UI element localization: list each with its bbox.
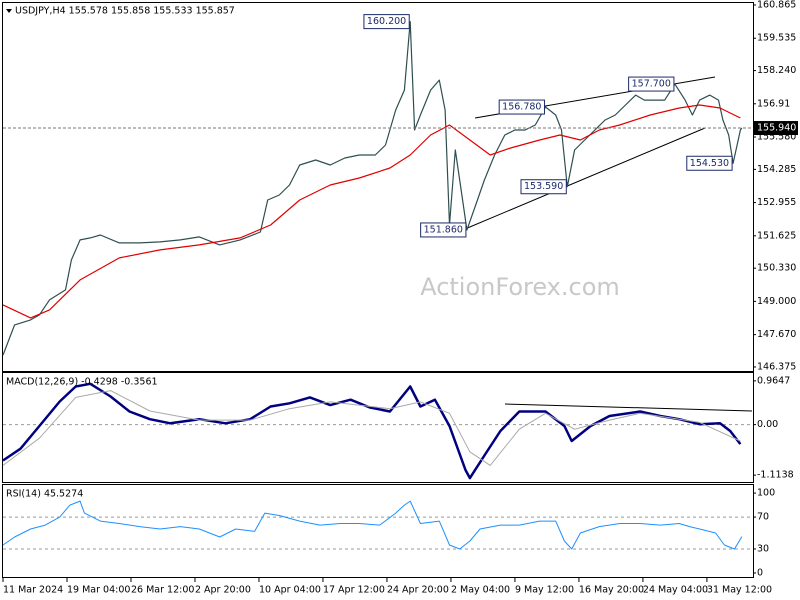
x-tick-label: 26 Mar 12:00 [131,585,194,596]
series-line [2,21,743,356]
watermark: ActionForex.com [420,273,620,301]
y-tick-label: 0.00 [757,419,778,430]
x-tick-label: 9 May 12:00 [515,585,574,596]
y-tick-label: 159.535 [757,33,796,44]
price-frame [2,2,754,372]
x-tick-label: 31 May 12:00 [707,585,772,596]
panel-title: RSI(14) 45.5274 [6,489,83,500]
y-tick-label: 70 [757,512,769,523]
annotation-label: 151.860 [424,224,463,235]
y-tick-label: 158.240 [757,65,796,76]
x-tick-label: 19 Mar 04:00 [67,585,130,596]
x-tick-label: 24 May 04:00 [643,585,708,596]
annotation-label: 153.590 [524,181,563,192]
annotation-box [686,155,733,171]
y-tick-label: 0 [757,567,763,578]
annotation-box [628,76,675,92]
panel-title: USDJPY,H4 155.578 155.858 155.533 155.85… [15,6,235,17]
series-line [2,382,742,480]
annotation-box [520,179,567,195]
series-line [2,390,741,466]
y-tick-label: 155.580 [757,132,796,143]
y-tick-label: 146.375 [757,361,796,372]
y-tick-label: 156.91 [757,98,790,109]
series-line [2,104,741,319]
annotation-label: 160.200 [367,16,406,27]
menu-triangle [6,9,12,13]
x-tick-label: 16 May 20:00 [579,585,644,596]
annotation-box [363,14,410,30]
annotation-box [420,222,467,238]
x-tick-label: 2 May 04:00 [451,585,510,596]
y-tick-label: 150.330 [757,263,796,274]
y-tick-label: 152.955 [757,197,796,208]
y-tick-label: 147.670 [757,329,796,340]
series-line [2,500,743,550]
annotation-box [498,99,545,115]
rsi-frame [2,484,754,578]
y-tick-label: 154.285 [757,164,796,175]
x-tick-label: 11 Mar 2024 [3,585,63,596]
y-tick-label: 100 [757,488,775,499]
x-tick-label: 24 Apr 20:00 [387,585,449,596]
y-tick-label: 30 [757,544,769,555]
panel-title: MACD(12,26,9) -0.4298 -0.3561 [6,377,158,388]
y-tick-label: 149.000 [757,296,796,307]
y-tick-label: 0.9647 [757,375,790,386]
last-price-label: 155.940 [757,123,796,134]
trend-line [464,127,706,230]
x-tick-label: 2 Apr 20:00 [195,585,251,596]
y-tick-label: -1.1138 [757,470,794,481]
annotation-label: 156.780 [502,102,541,113]
x-tick-label: 10 Apr 04:00 [259,585,321,596]
annotation-label: 157.700 [632,79,671,90]
trend-line [504,403,753,412]
y-tick-label: 151.625 [757,230,796,241]
y-tick-label: 160.865 [757,0,796,10]
macd-frame [2,372,754,483]
x-tick-label: 17 Apr 12:00 [323,585,385,596]
annotation-label: 154.530 [690,158,729,169]
last-price-box [754,121,798,136]
